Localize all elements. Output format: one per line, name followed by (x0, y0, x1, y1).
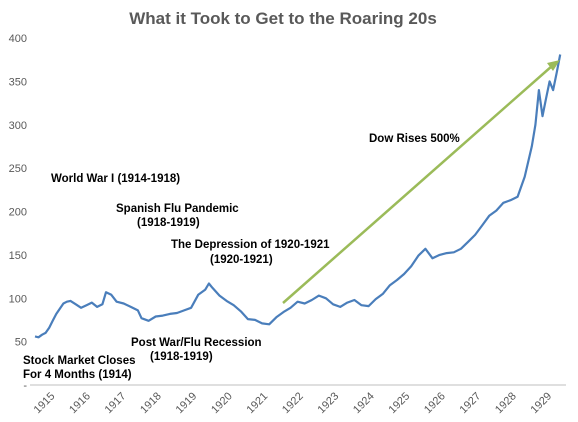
annotation-depression: The Depression of 1920-1921 (171, 239, 330, 251)
y-tick-label: 100 (9, 293, 27, 305)
annotation-world-war-1: World War I (1914-1918) (51, 173, 180, 185)
y-tick-label: 300 (9, 120, 27, 132)
x-tick-label: 1915 (32, 390, 58, 416)
y-tick-label: - (23, 380, 27, 392)
x-tick-label: 1918 (138, 390, 164, 416)
x-tick-label: 1925 (387, 390, 413, 416)
y-tick-label: 350 (9, 76, 27, 88)
growth-arrow-head (547, 60, 560, 71)
x-tick-label: 1927 (457, 390, 483, 416)
growth-arrow-line (282, 65, 553, 304)
annotation-market-closes: Stock Market Closes (23, 355, 136, 367)
annotation-post-war-years: (1918-1919) (150, 351, 213, 363)
annotation-depression-years: (1920-1921) (210, 254, 273, 266)
annotations: Dow Rises 500% World War I (1914-1918) S… (23, 133, 460, 381)
x-tick-label: 1928 (493, 390, 519, 416)
x-tick-label: 1919 (174, 390, 200, 416)
annotation-market-closes-years: For 4 Months (1914) (23, 369, 132, 381)
annotation-spanish-flu: Spanish Flu Pandemic (116, 203, 239, 215)
y-tick-label: 400 (9, 33, 27, 45)
x-tick-label: 1917 (103, 390, 129, 416)
y-axis: 400 350 300 250 200 150 100 50 - (9, 33, 28, 392)
y-tick-label: 50 (15, 337, 27, 349)
growth-arrow (282, 60, 560, 304)
x-tick-label: 1924 (351, 390, 377, 416)
x-tick-label: 1922 (280, 390, 306, 416)
y-tick-label: 250 (9, 163, 27, 175)
x-tick-label: 1920 (209, 390, 235, 416)
y-tick-label: 200 (9, 207, 27, 219)
annotation-spanish-flu-years: (1918-1919) (137, 217, 200, 229)
x-tick-label: 1929 (528, 390, 554, 416)
x-tick-label: 1921 (245, 390, 271, 416)
chart-title: What it Took to Get to the Roaring 20s (129, 9, 437, 28)
x-tick-label: 1926 (422, 390, 448, 416)
x-tick-label: 1916 (67, 390, 93, 416)
x-tick-label: 1923 (316, 390, 342, 416)
y-tick-label: 150 (9, 250, 27, 262)
dow-price-line (34, 54, 562, 339)
annotation-post-war-recession: Post War/Flu Recession (131, 337, 262, 349)
x-axis: 1915 1916 1917 1918 1919 1920 1921 1922 1923 1924… (30, 384, 566, 416)
annotation-dow-rises: Dow Rises 500% (369, 133, 460, 145)
